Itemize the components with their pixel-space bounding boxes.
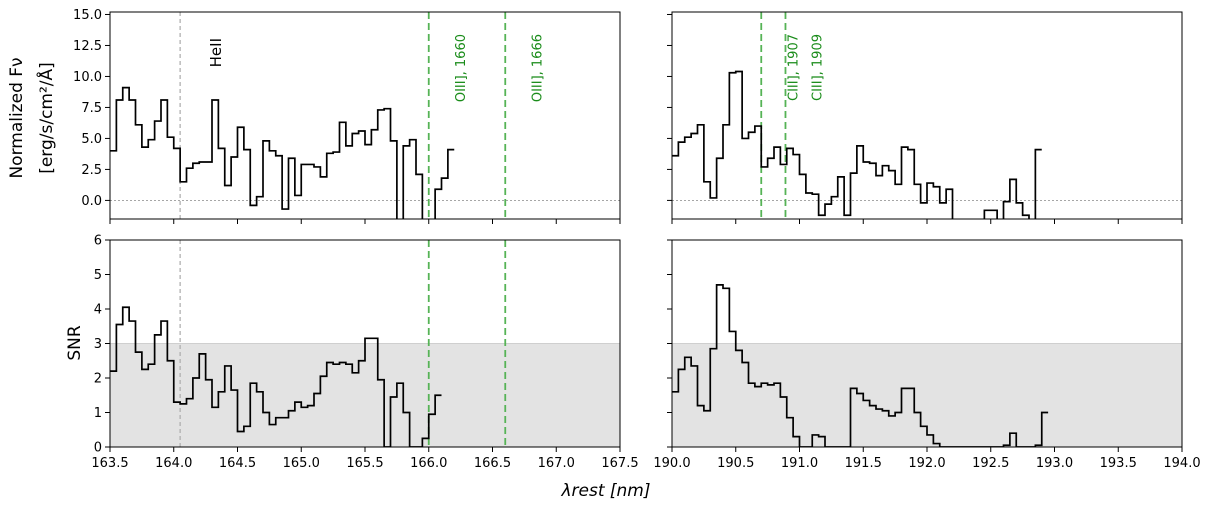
panel-top-right: CIII], 1907 CIII], 1909	[667, 11, 1183, 224]
line-label-1: OIII], 1660	[454, 34, 469, 102]
y-tick-label: 0.0	[81, 194, 102, 209]
panel-plot-area	[672, 12, 1182, 219]
y-tick-label: 2.5	[81, 163, 102, 178]
x-tick-label: 191.5	[845, 456, 882, 471]
x-tick-label: 163.5	[91, 456, 128, 471]
x-tick-label: 166.5	[474, 456, 511, 471]
x-tick-label: 165.0	[283, 456, 320, 471]
x-tick-label: 165.5	[346, 456, 383, 471]
x-tick-label: 190.0	[653, 456, 690, 471]
panel-plot-area	[110, 12, 620, 219]
y-tick-label: 5	[94, 268, 102, 283]
y-axis-label-bottom: SNR	[65, 325, 85, 361]
y-tick-label: 2	[94, 372, 102, 387]
panel-bottom-left: 163.5 164.0 164.5 165.0 165.5 166.0 166.5 167.0…	[91, 234, 638, 472]
y-tick-label: 4	[94, 303, 102, 318]
x-tick-label: 192.0	[908, 456, 945, 471]
x-tick-label: 194.0	[1163, 456, 1200, 471]
y-axis-label-top-line2: [erg/s/cm²/Å]	[35, 62, 57, 174]
y-tick-label: 15.0	[73, 8, 102, 23]
y-tick-label: 1	[94, 406, 102, 421]
y-tick-label: 10.0	[73, 70, 102, 85]
panel-bottom-right: 190.0 190.5 191.0 191.5 192.0 192.5 193.0 193.5…	[653, 239, 1201, 471]
y-tick-label: 6	[94, 234, 102, 249]
x-tick-label: 193.5	[1100, 456, 1137, 471]
x-tick-label: 166.0	[410, 456, 447, 471]
panels-layer: HeII OIII], 1660 OIII], 16660.02.55.07.510…	[73, 8, 1201, 471]
y-tick-label: 7.5	[81, 101, 102, 116]
y-tick-label: 12.5	[73, 39, 102, 54]
y-tick-label: 3	[94, 337, 102, 352]
y-tick-label: 0	[94, 441, 102, 456]
panel-plot-area	[672, 284, 1182, 447]
panel-plot-area	[110, 240, 620, 447]
spectrum-step-line-bottom-right	[672, 284, 1049, 447]
panel-top-left: HeII OIII], 1660 OIII], 1666 0.0 2.5 5.0 7.5 10…	[73, 8, 621, 224]
x-tick-label: 190.5	[717, 456, 754, 471]
x-tick-label: 167.5	[601, 456, 638, 471]
y-axis-label-top-line1: Normalized Fν	[7, 57, 27, 178]
y-tick-label: 5.0	[81, 132, 102, 147]
x-tick-label: 192.5	[972, 456, 1009, 471]
x-tick-label: 164.0	[155, 456, 192, 471]
line-label-1: CIII], 1909	[810, 34, 825, 101]
spectrum-step-line-top-left	[110, 86, 455, 219]
x-tick-label: 193.0	[1036, 456, 1073, 471]
x-tick-label: 167.0	[538, 456, 575, 471]
line-label-0: HeII	[207, 38, 225, 67]
x-axis-label: λrest [nm]	[560, 481, 650, 501]
x-tick-label: 164.5	[219, 456, 256, 471]
line-label-2: OIII], 1666	[530, 34, 545, 102]
spectrum-step-line-top-right	[672, 70, 1042, 219]
spectrum-step-line-bottom-left	[110, 306, 442, 447]
x-tick-label: 191.0	[781, 456, 818, 471]
line-label-0: CIII], 1907	[786, 34, 801, 101]
